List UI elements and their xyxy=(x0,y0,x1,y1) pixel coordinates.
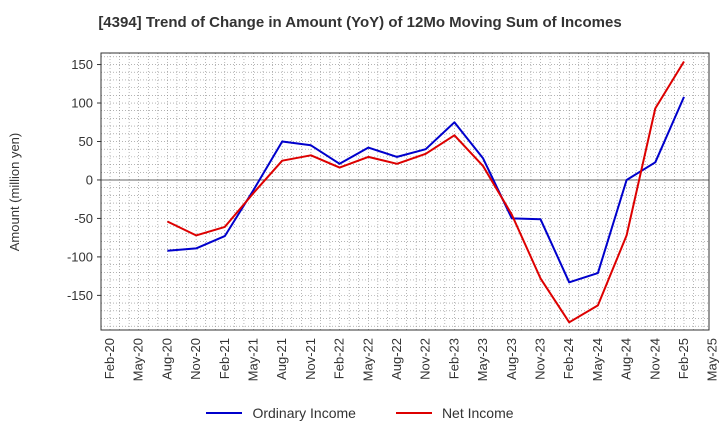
legend-swatch-net-income xyxy=(395,412,432,414)
x-tick-label: Feb-20 xyxy=(102,338,117,379)
chart-title: [4394] Trend of Change in Amount (YoY) o… xyxy=(98,14,622,31)
x-tick-label: May-24 xyxy=(590,338,605,381)
x-tick-label: May-20 xyxy=(131,338,146,381)
x-tick-label: Feb-22 xyxy=(332,338,347,379)
x-tick-label: Aug-20 xyxy=(159,338,174,380)
x-tick-label: Aug-24 xyxy=(619,338,634,380)
legend-label-net-income: Net Income xyxy=(441,405,514,421)
y-tick-label: -100 xyxy=(67,249,93,264)
y-tick-label: -150 xyxy=(67,288,93,303)
x-tick-label: Feb-23 xyxy=(446,338,461,379)
legend: Ordinary Income Net Income xyxy=(0,405,720,421)
y-tick-label: -50 xyxy=(74,211,93,226)
axis-layer: Feb-20 May-20 Aug-20 Nov-20 Feb-21 May-21 Aug-… xyxy=(67,57,720,381)
x-tick-label: Nov-22 xyxy=(418,338,433,380)
x-tick-label: Nov-24 xyxy=(647,338,662,380)
legend-label-ordinary-income: Ordinary Income xyxy=(252,405,356,421)
x-tick-label: Nov-23 xyxy=(533,338,548,380)
series-layer xyxy=(166,60,685,324)
series-line-ordinary-income xyxy=(167,96,685,284)
x-tick-label: May-23 xyxy=(475,338,490,381)
x-tick-label: Nov-20 xyxy=(188,338,203,380)
y-tick-label: 150 xyxy=(71,57,93,72)
y-axis-label: Amount (million yen) xyxy=(7,133,22,252)
x-tick-label: Aug-23 xyxy=(504,338,519,380)
plot-area-frame xyxy=(100,52,710,331)
y-tick-label: 100 xyxy=(71,96,93,111)
legend-swatch-ordinary-income xyxy=(206,412,243,414)
x-tick-label: Feb-25 xyxy=(676,338,691,379)
x-tick-label: Aug-22 xyxy=(389,338,404,380)
series-line-net-income xyxy=(166,60,685,324)
x-tick-label: Feb-21 xyxy=(217,338,232,379)
y-tick-label: 50 xyxy=(79,134,93,149)
legend-item-ordinary-income: Ordinary Income xyxy=(206,405,356,421)
x-tick-label: Aug-21 xyxy=(274,338,289,380)
x-tick-label: May-25 xyxy=(705,338,720,381)
x-tick-label: Feb-24 xyxy=(561,338,576,379)
x-tick-label: May-22 xyxy=(360,338,375,381)
legend-item-net-income: Net Income xyxy=(395,405,514,421)
y-tick-label: 0 xyxy=(86,172,93,187)
x-tick-label: May-21 xyxy=(246,338,261,381)
x-tick-label: Nov-21 xyxy=(303,338,318,380)
grid-layer xyxy=(101,53,709,330)
